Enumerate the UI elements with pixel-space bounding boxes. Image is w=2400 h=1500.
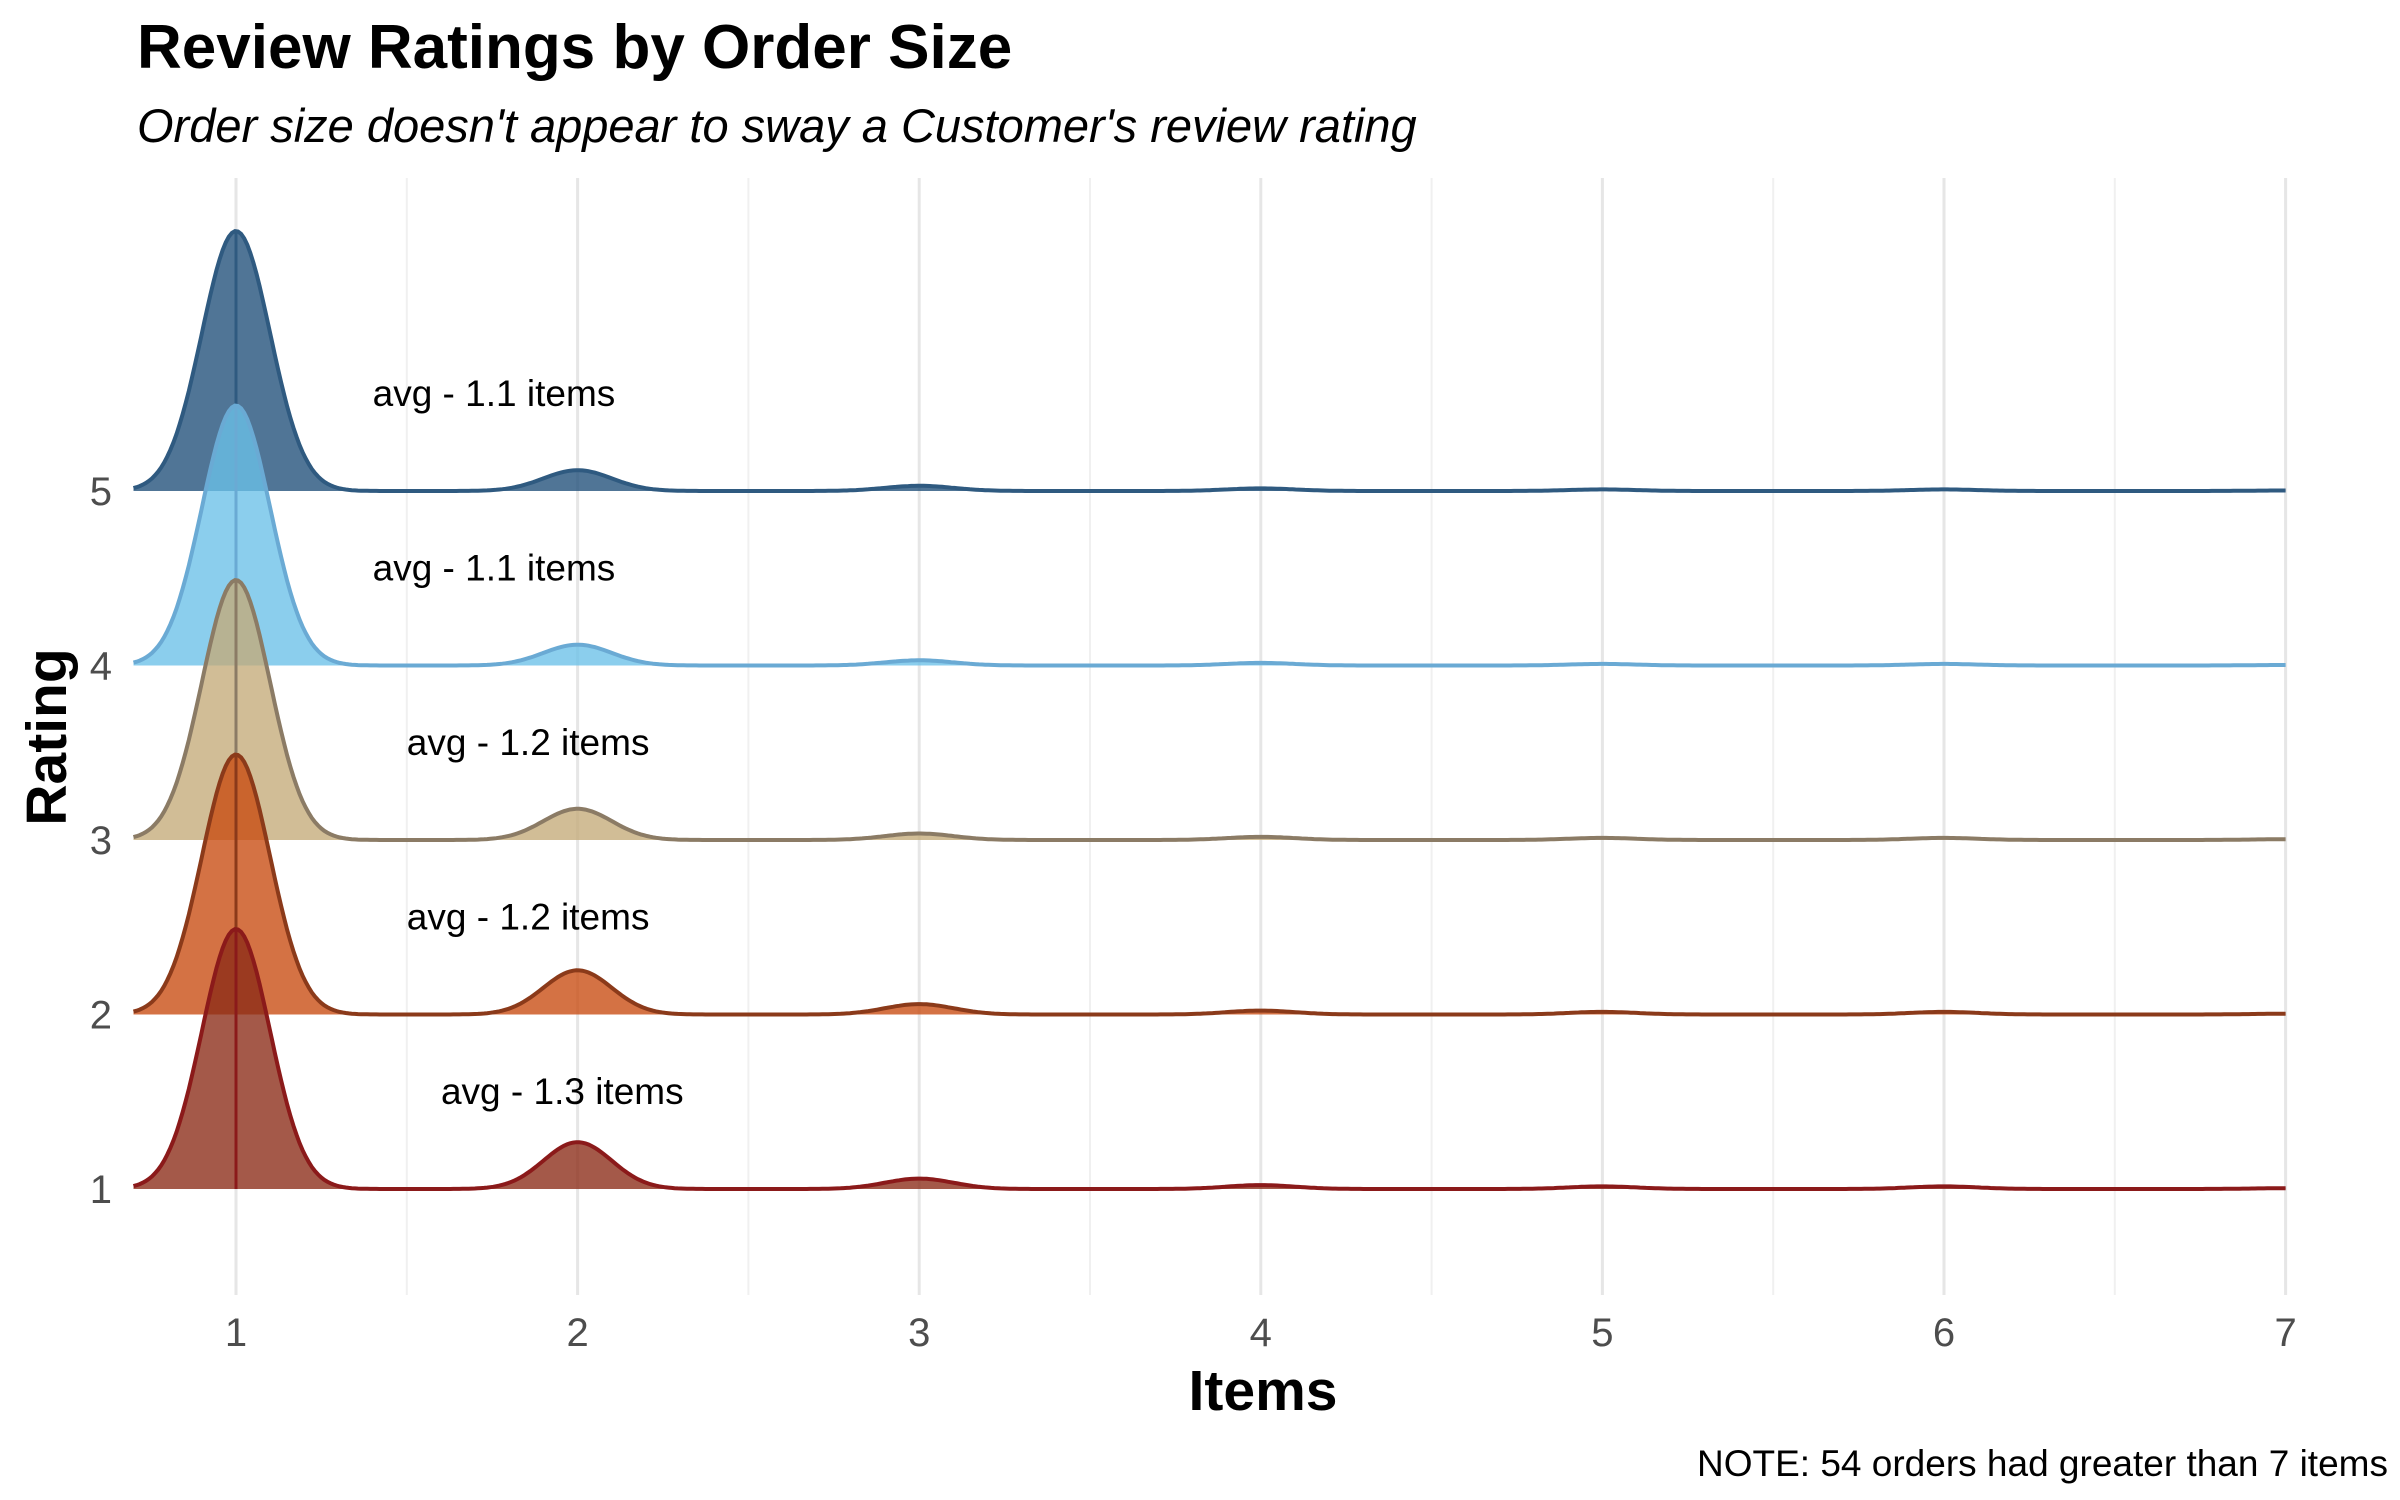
ridge-rating-3: avg - 1.2 items [132, 578, 2286, 842]
x-axis-ticks: 1 2 3 4 5 6 7 [225, 1311, 2297, 1355]
ridge-area-rating-5 [133, 231, 2286, 491]
ridge-outline-rating-1 [132, 927, 2286, 1191]
avg-label-rating-3: avg - 1.2 items [407, 722, 650, 763]
y-tick-label: 1 [90, 1168, 112, 1212]
ridge-outline-rating-5 [132, 229, 2286, 493]
chart-title: Review Ratings by Order Size [137, 13, 1012, 82]
ridge-layers: avg - 1.1 items avg - 1.1 items avg - 1.2 … [132, 229, 2286, 1191]
ridge-rating-5: avg - 1.1 items [132, 229, 2286, 493]
x-tick-label: 7 [2274, 1311, 2296, 1355]
x-tick-label: 3 [908, 1311, 930, 1355]
avg-label-rating-5: avg - 1.1 items [373, 373, 616, 414]
ridge-outline-rating-3 [132, 578, 2286, 842]
ridge-rating-2: avg - 1.2 items [132, 752, 2286, 1017]
x-tick-label: 2 [566, 1311, 588, 1355]
x-tick-label: 6 [1933, 1311, 1955, 1355]
grid-lines [234, 178, 2288, 1295]
y-tick-label: 2 [90, 994, 112, 1038]
avg-label-rating-2: avg - 1.2 items [407, 897, 650, 938]
x-tick-label: 1 [225, 1311, 247, 1355]
x-axis-title: Items [1189, 1359, 1338, 1423]
ridge-rating-4: avg - 1.1 items [132, 403, 2286, 668]
ridge-area-rating-4 [133, 405, 2286, 666]
y-axis-ticks: 1 2 3 4 5 [90, 470, 112, 1212]
y-tick-label: 3 [90, 819, 112, 863]
avg-label-rating-1: avg - 1.3 items [441, 1071, 684, 1112]
ridge-outline-rating-4 [132, 403, 2286, 668]
x-tick-label: 5 [1591, 1311, 1613, 1355]
avg-label-rating-4: avg - 1.1 items [373, 548, 616, 589]
chart-subtitle: Order size doesn't appear to sway a Cust… [137, 99, 1417, 152]
ridge-outline-rating-2 [132, 752, 2286, 1017]
y-tick-label: 5 [90, 470, 112, 514]
footnote: NOTE: 54 orders had greater than 7 items [1697, 1443, 2388, 1484]
ridge-rating-1: avg - 1.3 items [132, 927, 2286, 1191]
x-tick-label: 4 [1250, 1311, 1272, 1355]
ridge-area-rating-2 [133, 754, 2286, 1015]
ridge-area-rating-1 [133, 929, 2286, 1189]
ridge-area-rating-3 [133, 580, 2286, 840]
y-tick-label: 4 [90, 645, 112, 689]
y-axis-title: Rating [15, 648, 79, 825]
